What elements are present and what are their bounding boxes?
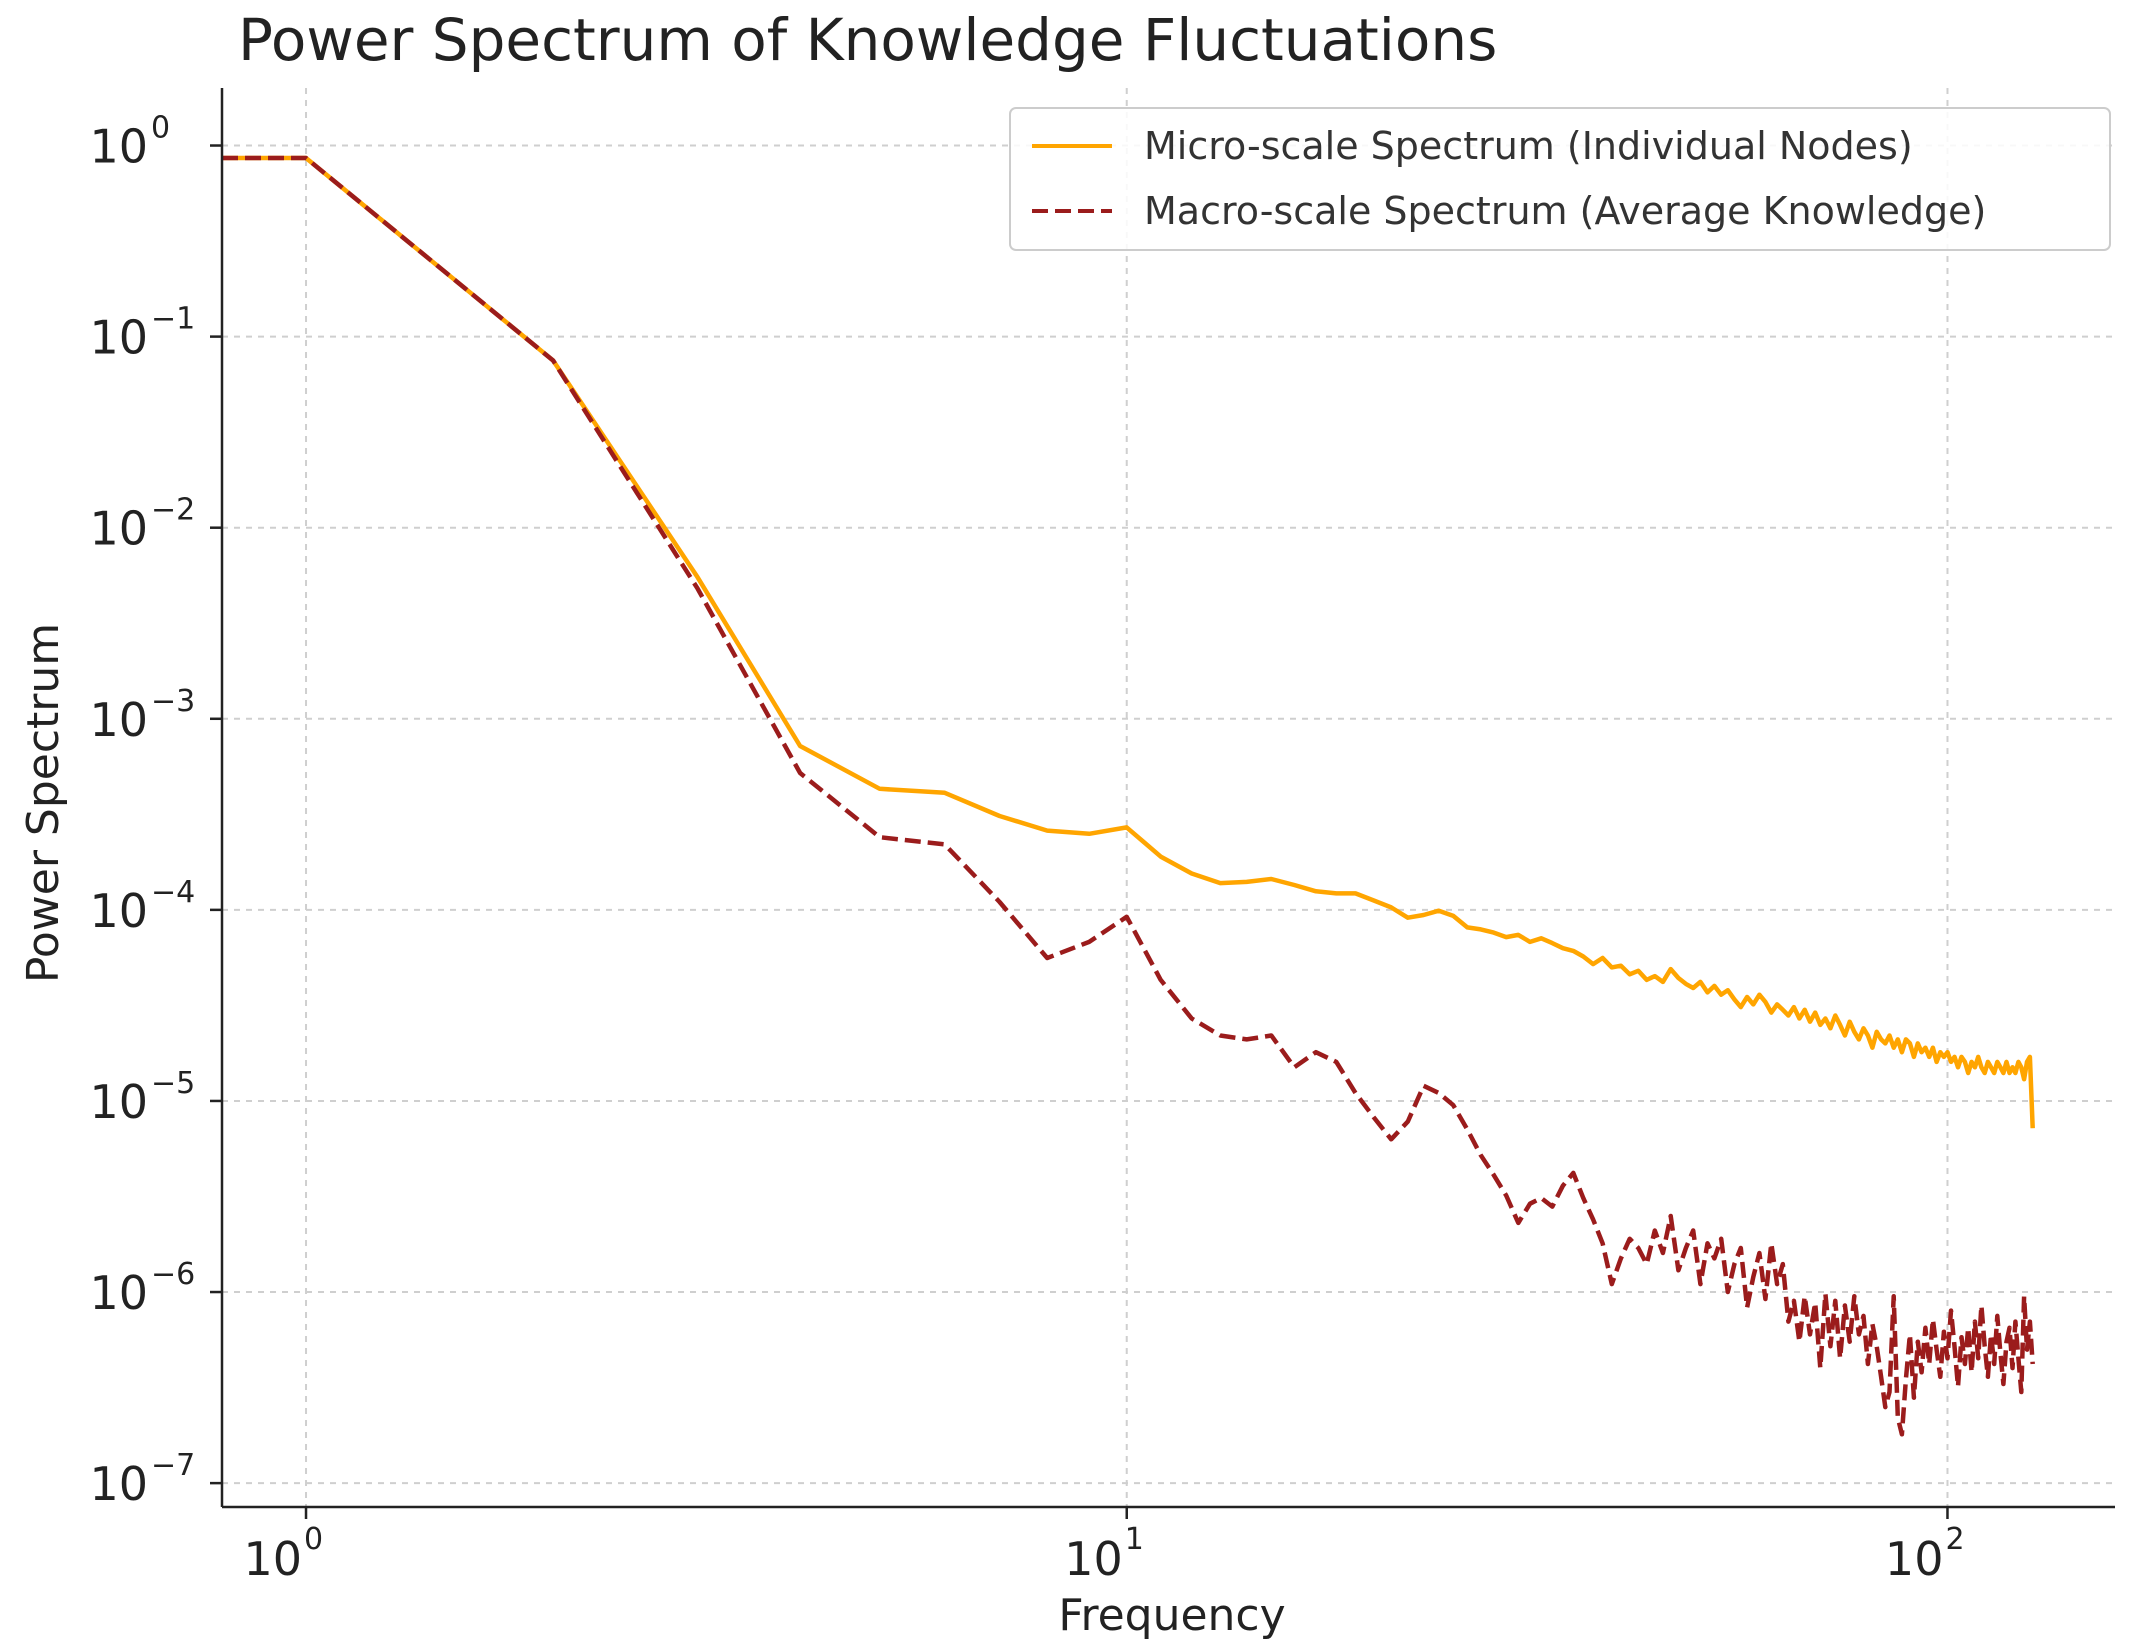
x-tick-exponent-1: 1 <box>1125 1522 1144 1557</box>
legend: Micro-scale Spectrum (Individual Nodes) … <box>1009 107 2111 251</box>
x-tick-exponent-2: 2 <box>1945 1522 1964 1557</box>
x-tick-exponent-0: 0 <box>304 1522 323 1557</box>
y-tick-exponent-7: −7 <box>151 1448 195 1483</box>
y-tick-label-7: 10 <box>89 1457 148 1511</box>
y-tick-label-6: 10 <box>89 1266 148 1320</box>
axes <box>220 88 2115 1509</box>
x-tick-label-1: 10 <box>1064 1532 1123 1586</box>
y-tick-exponent-1: −1 <box>151 302 195 337</box>
y-axis-label: Power Spectrum <box>18 623 69 983</box>
legend-box <box>1009 107 2111 251</box>
y-tick-exponent-6: −6 <box>151 1257 195 1292</box>
legend-label-macro: Macro-scale Spectrum (Average Knowledge) <box>1144 189 1986 233</box>
y-tick-label-2: 10 <box>89 502 148 556</box>
y-tick-exponent-4: −4 <box>151 875 195 910</box>
legend-label-micro: Micro-scale Spectrum (Individual Nodes) <box>1144 124 1913 168</box>
x-tick-label-0: 10 <box>243 1532 302 1586</box>
series-layer <box>222 155 2035 1437</box>
chart-title: Power Spectrum of Knowledge Fluctuations <box>238 6 1497 74</box>
x-axis-label: Frequency <box>1058 1590 1285 1641</box>
y-tick-label-1: 10 <box>89 311 148 365</box>
x-ticks: 10 0 10 1 10 2 <box>243 1507 1965 1586</box>
y-tick-exponent-0: 0 <box>151 111 170 146</box>
y-tick-exponent-3: −3 <box>151 684 195 719</box>
y-tick-label-5: 10 <box>89 1075 148 1129</box>
micro-series-line <box>222 155 2035 1129</box>
macro-series-line <box>222 155 2035 1437</box>
y-tick-label-0: 10 <box>89 120 148 174</box>
y-tick-exponent-5: −5 <box>151 1066 195 1101</box>
x-tick-label-2: 10 <box>1885 1532 1944 1586</box>
y-tick-label-3: 10 <box>89 693 148 747</box>
y-tick-exponent-2: −2 <box>151 493 195 528</box>
y-tick-label-4: 10 <box>89 884 148 938</box>
